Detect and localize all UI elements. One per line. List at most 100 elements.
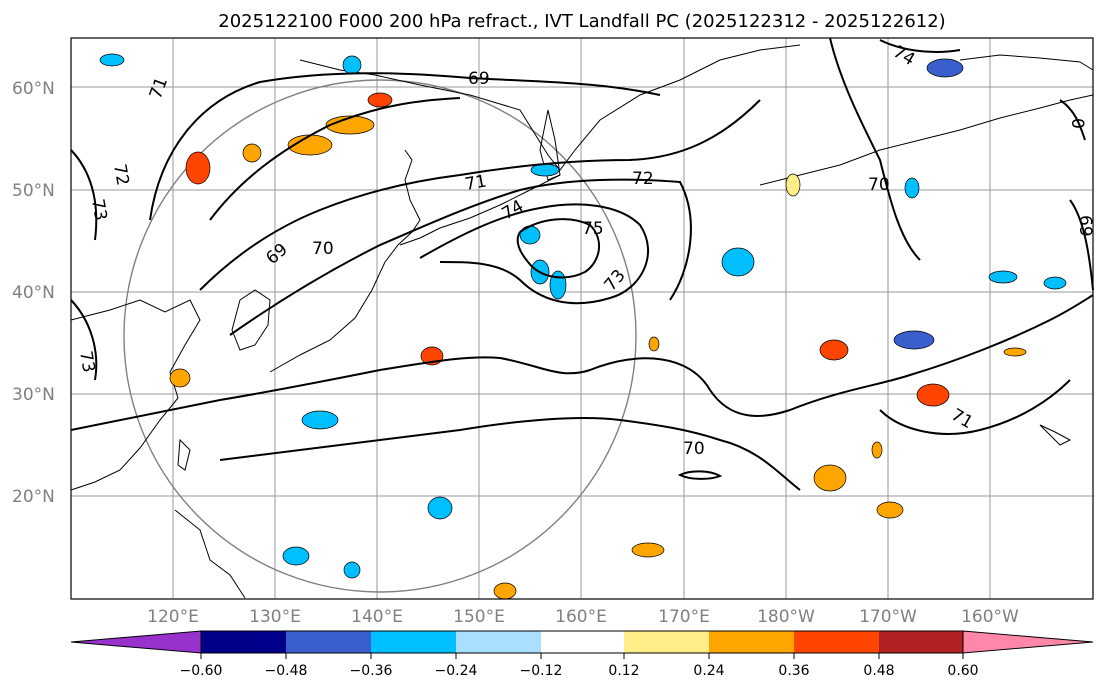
coastline-hawaii — [1039, 424, 1072, 446]
positive-anomaly-blob — [871, 441, 883, 459]
negative-anomaly-blob — [988, 270, 1018, 284]
contour-line — [70, 149, 98, 241]
coastline-alaska — [959, 54, 1094, 71]
colorbar-ticks — [200, 653, 964, 659]
contour-label: 0 — [1067, 118, 1087, 129]
contour-label: 69 — [468, 69, 490, 89]
contour-line — [879, 379, 1071, 435]
lon-tick-label: 170°E — [658, 607, 710, 627]
colorbar-segment — [879, 631, 963, 653]
colorbar-tick-label: 0.24 — [693, 663, 724, 679]
positive-anomaly-blob — [367, 92, 393, 108]
positive-anomaly-blob — [242, 143, 262, 163]
positive-anomaly-blob — [819, 339, 849, 361]
lat-tick-label: 60°N — [12, 79, 55, 99]
colorbar: −0.60 −0.48 −0.36 −0.24 −0.12 0.12 0.24 … — [70, 630, 1094, 679]
contour-line — [149, 72, 661, 221]
colorbar-segment — [624, 631, 709, 653]
colorbar-tick-label: −0.60 — [180, 663, 223, 679]
lon-tick-labels: 120°E 130°E 140°E 150°E 160°E 170°E 180°… — [147, 607, 1019, 627]
positive-anomaly-blob — [876, 501, 904, 519]
coastlines — [70, 44, 1094, 599]
contour-label: 70 — [312, 239, 334, 259]
lat-tick-labels: 60°N 50°N 40°N 30°N 20°N — [12, 79, 55, 507]
colorbar-tick-label: −0.48 — [265, 663, 308, 679]
contour-line — [209, 97, 461, 221]
positive-anomaly-blob — [493, 582, 517, 600]
coastline-taiwan — [177, 438, 191, 471]
contour-label: 70 — [683, 439, 705, 459]
colorbar-tick-label: −0.12 — [520, 663, 563, 679]
contour-line — [229, 178, 692, 336]
negative-anomaly-blob — [721, 247, 755, 277]
contour-label: 72 — [632, 169, 654, 189]
colorbar-segment — [709, 631, 794, 653]
negative-anomaly-blob — [519, 225, 541, 245]
refractivity-contours — [70, 37, 1094, 491]
colorbar-segment — [286, 631, 371, 653]
coastline-china — [70, 299, 201, 491]
positive-anomaly-blob — [648, 336, 660, 352]
negative-anomaly-blob — [282, 546, 310, 566]
colorbar-segment — [201, 631, 286, 653]
negative-anomaly-blob — [904, 177, 920, 199]
colorbar-segment — [371, 631, 456, 653]
contour-label: 69 — [1075, 215, 1095, 237]
positive-anomaly-blob — [813, 464, 847, 492]
contour-line — [419, 203, 650, 305]
contour-line — [677, 470, 723, 480]
contour-line — [199, 99, 761, 291]
lat-tick-label: 50°N — [12, 181, 55, 201]
map-frame — [70, 37, 1094, 600]
map-panel: 71 69 72 73 71 72 74 75 73 70 69 70 73 7… — [70, 37, 1095, 600]
contour-line — [70, 299, 98, 381]
contour-label: 75 — [582, 219, 604, 239]
figure-title: 2025122100 F000 200 hPa refract., IVT La… — [218, 11, 945, 32]
contour-label: 70 — [868, 175, 890, 195]
colorbar-tick-label: 0.12 — [608, 663, 639, 679]
contour-line — [219, 417, 801, 491]
colorbar-segment — [794, 631, 879, 653]
lon-tick-label: 160°E — [555, 607, 607, 627]
colorbar-segment — [541, 631, 624, 653]
lon-tick-label: 120°E — [147, 607, 199, 627]
contour-line — [516, 218, 600, 279]
contour-line — [879, 39, 961, 53]
contour-label: 74 — [499, 196, 528, 224]
negative-anomaly-blob — [342, 55, 362, 75]
positive-anomaly-blob — [1003, 347, 1027, 357]
coastline-kuril-islands — [399, 174, 561, 246]
negative-anomaly-blob — [1043, 276, 1067, 290]
positive-anomaly-blob — [169, 368, 191, 388]
negative-anomaly-blob — [549, 270, 567, 300]
contour-label: 73 — [75, 349, 98, 374]
lon-tick-label: 170°W — [859, 607, 917, 627]
coastline-siberia — [299, 44, 801, 171]
positive-anomaly-blob — [785, 173, 801, 197]
contour-label: 73 — [87, 197, 110, 222]
lon-tick-label: 180°W — [757, 607, 815, 627]
colorbar-tick-label: −0.36 — [350, 663, 393, 679]
coastline-philippines — [174, 509, 246, 599]
coastline-japan — [269, 149, 421, 373]
negative-anomaly-blob — [893, 330, 935, 350]
negative-anomaly-blob — [427, 496, 453, 520]
contour-label: 71 — [463, 171, 488, 194]
negative-anomaly-blob — [99, 53, 125, 67]
shaded-anomalies — [99, 53, 1067, 600]
coastline-aleutians — [759, 94, 1094, 186]
contour-label: 69 — [262, 240, 291, 269]
contour-label: 71 — [948, 405, 977, 433]
colorbar-over-arrow — [962, 630, 1094, 654]
contour-line — [1059, 99, 1086, 141]
lat-tick-label: 20°N — [12, 487, 55, 507]
negative-anomaly-blob — [301, 410, 339, 430]
negative-anomaly-blob — [343, 561, 361, 579]
positive-anomaly-blob — [631, 542, 665, 558]
colorbar-tick-label: 0.60 — [947, 663, 978, 679]
colorbar-under-arrow — [70, 630, 202, 654]
contour-line — [70, 294, 1094, 431]
lon-tick-label: 140°E — [351, 607, 403, 627]
colorbar-outline — [200, 630, 964, 654]
